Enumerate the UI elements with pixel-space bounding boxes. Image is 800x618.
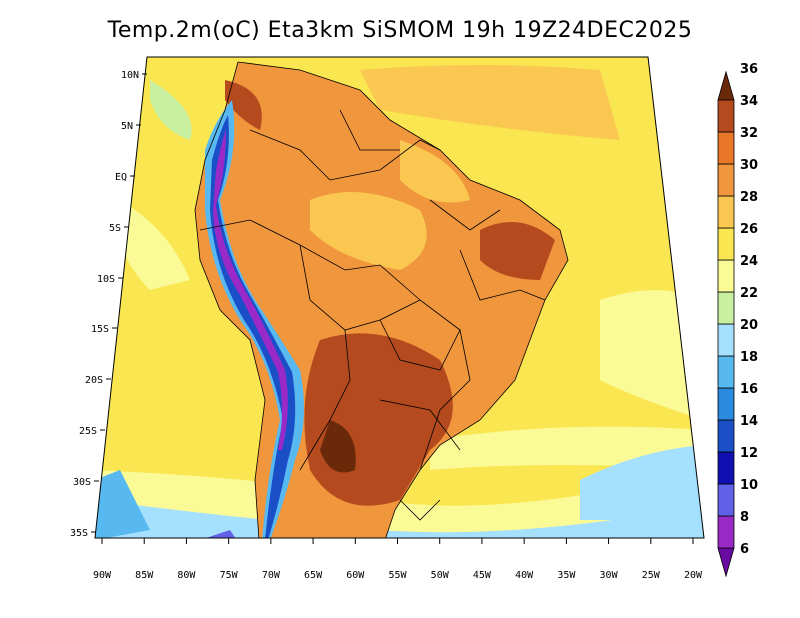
colorbar-swatch	[717, 387, 735, 421]
lon-tick-label: 70W	[262, 570, 281, 581]
lon-tick-label: 60W	[346, 570, 365, 581]
colorbar-min-arrow	[717, 547, 735, 578]
colorbar-swatch	[717, 323, 735, 357]
colorbar-swatch	[717, 355, 735, 389]
lat-tick-label: EQ	[115, 172, 127, 183]
lat-tick-label: 15S	[91, 324, 109, 335]
lon-tick-label: 50W	[431, 570, 450, 581]
lat-tick-label: 30S	[73, 477, 91, 488]
lon-tick-label: 80W	[177, 570, 196, 581]
colorbar-label: 28	[740, 190, 758, 205]
colorbar-label: 10	[740, 478, 758, 493]
colorbar-label: 16	[740, 382, 758, 397]
colorbar-label: 24	[740, 254, 758, 269]
colorbar-label: 36	[740, 62, 758, 77]
lon-tick-label: 25W	[642, 570, 661, 581]
lat-tick-label: 25S	[79, 426, 97, 437]
lon-tick-label: 90W	[93, 570, 112, 581]
lat-tick-label: 10N	[121, 70, 139, 81]
colorbar-swatch	[717, 227, 735, 261]
colorbar: 6 8 10 12 14 16 18 20 22 24 26 28 30 32 34 36	[717, 62, 758, 578]
colorbar-label: 12	[740, 446, 758, 461]
lat-tick-label: 5N	[121, 121, 133, 132]
colorbar-swatch	[717, 131, 735, 165]
colorbar-label: 34	[740, 94, 758, 109]
map-title: Temp.2m(oC) Eta3km SiSMOM 19h 19Z24DEC20…	[107, 18, 693, 43]
colorbar-label: 14	[740, 414, 758, 429]
colorbar-swatch	[717, 99, 735, 133]
colorbar-swatch	[717, 195, 735, 229]
colorbar-label: 32	[740, 126, 758, 141]
colorbar-label: 30	[740, 158, 758, 173]
lon-tick-label: 65W	[304, 570, 323, 581]
latitude-axis: 10N 5N EQ 5S 10S 15S 20S 25S 30S 35S	[70, 70, 147, 539]
lon-tick-label: 35W	[557, 570, 576, 581]
lon-tick-label: 75W	[220, 570, 239, 581]
country-borders	[194, 61, 569, 538]
colorbar-label: 22	[740, 286, 758, 301]
colorbar-swatch	[717, 291, 735, 325]
temperature-field	[95, 57, 704, 538]
colorbar-swatch	[717, 483, 735, 517]
lon-tick-label: 20W	[684, 570, 703, 581]
colorbar-swatch	[717, 259, 735, 293]
colorbar-max-arrow	[717, 70, 735, 101]
map-frame	[94, 56, 705, 539]
lat-tick-label: 20S	[85, 375, 103, 386]
colorbar-swatch	[717, 163, 735, 197]
colorbar-label: 8	[740, 510, 749, 525]
colorbar-label: 6	[740, 542, 749, 557]
colorbar-swatch	[717, 419, 735, 453]
lon-tick-label: 40W	[515, 570, 534, 581]
lon-tick-label: 30W	[600, 570, 619, 581]
colorbar-label: 18	[740, 350, 758, 365]
colorbar-label: 20	[740, 318, 758, 333]
lat-tick-label: 5S	[109, 223, 121, 234]
lat-tick-label: 10S	[97, 274, 115, 285]
longitude-axis: 90W 85W 80W 75W 70W 65W 60W 55W 50W 45W 40W 35W 30W 2…	[93, 538, 703, 581]
colorbar-swatch	[717, 515, 735, 549]
colorbar-label: 26	[740, 222, 758, 237]
lon-tick-label: 55W	[388, 570, 407, 581]
lon-tick-label: 45W	[473, 570, 492, 581]
colorbar-swatch	[717, 451, 735, 485]
lat-tick-label: 35S	[70, 528, 88, 539]
lon-tick-label: 85W	[135, 570, 154, 581]
